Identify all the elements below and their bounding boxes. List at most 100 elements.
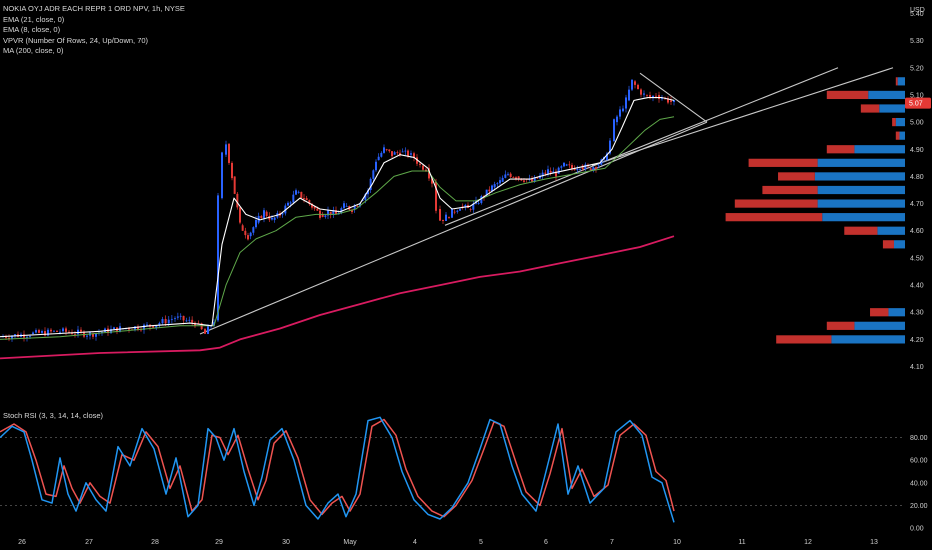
vpvr-down-bar	[748, 158, 818, 167]
candle-body	[565, 164, 568, 166]
price-tick-label: 4.50	[910, 255, 924, 262]
candle-body	[464, 205, 467, 207]
time-tick-label: 30	[282, 539, 290, 546]
candle-body	[217, 195, 219, 321]
vpvr-down-bar	[826, 90, 869, 100]
candle-body	[356, 206, 359, 207]
candle-body	[485, 189, 488, 196]
candle-body	[53, 330, 55, 332]
candle-body	[439, 209, 441, 221]
candle-body	[194, 322, 196, 327]
time-tick-label: 5	[479, 539, 483, 546]
candle-body	[404, 150, 407, 152]
candle-body	[655, 95, 657, 97]
candle-body	[146, 324, 148, 326]
vpvr-up-bar	[817, 158, 905, 167]
candle-body	[431, 178, 433, 184]
candle-body	[595, 167, 597, 169]
candle-body	[113, 327, 115, 330]
legend-ema21[interactable]: EMA (21, close, 0)	[3, 14, 65, 24]
candle-body	[295, 190, 297, 195]
candle-body	[493, 184, 496, 188]
trendline[interactable]	[639, 72, 708, 123]
vpvr-down-bar	[895, 77, 898, 86]
stoch-rsi-label[interactable]: Stoch RSI (3, 3, 14, 14, close)	[3, 411, 104, 420]
candle-body	[477, 203, 480, 204]
chart-title: NOKIA OYJ ADR EACH REPR 1 ORD NPV, 1h, N…	[3, 4, 185, 13]
candle-body	[308, 200, 311, 204]
candle-body	[62, 328, 64, 332]
candle-body	[428, 168, 430, 179]
candle-body	[155, 325, 158, 328]
candle-body	[332, 210, 335, 215]
volume-profile	[725, 77, 905, 344]
candle-body	[101, 332, 103, 333]
vpvr-up-bar	[814, 172, 905, 181]
vpvr-down-bar	[734, 199, 818, 208]
candle-body	[92, 333, 94, 337]
candle-body	[56, 330, 58, 332]
candle-body	[401, 151, 404, 153]
candle-body	[140, 329, 142, 331]
candle-body	[649, 94, 651, 98]
vpvr-down-bar	[844, 226, 878, 235]
time-tick-label: 28	[151, 539, 159, 546]
vpvr-up-bar	[893, 240, 905, 249]
trendline[interactable]	[444, 67, 839, 226]
candle-body	[271, 217, 273, 220]
candle-body	[469, 209, 472, 210]
candle-body	[329, 211, 332, 215]
time-tick-label: 7	[610, 539, 614, 546]
candle-body	[231, 162, 233, 179]
candle-body	[422, 165, 424, 170]
candle-body	[667, 98, 669, 103]
candle-body	[44, 331, 46, 336]
time-tick-label: 26	[18, 539, 26, 546]
price-tick-label: 5.40	[910, 11, 924, 18]
candle-body	[541, 172, 544, 177]
candle-body	[176, 316, 179, 318]
candle-body	[86, 335, 88, 337]
trendline[interactable]	[199, 121, 708, 335]
price-tick-label: 4.10	[910, 364, 924, 371]
last-price-value: 5.07	[909, 101, 923, 108]
candle-body	[351, 209, 353, 213]
candle-body	[652, 95, 654, 98]
candle-body	[29, 336, 31, 337]
candle-body	[137, 326, 139, 330]
candle-body	[35, 330, 37, 333]
last-price-badge: 5.07	[905, 97, 931, 109]
candle-body	[552, 171, 555, 173]
last-price-badge-bg	[905, 97, 931, 109]
candle-body	[353, 206, 356, 210]
candle-body	[670, 100, 672, 102]
trendline[interactable]	[591, 67, 894, 167]
price-axis: 5.40 5.30 5.20 5.10 5.00 4.90 4.80 4.70 4.60 4.50…	[910, 11, 924, 371]
candle-body	[456, 210, 459, 212]
legend-vpvr[interactable]: VPVR (Number Of Rows, 24, Up/Down, 70)	[3, 35, 149, 45]
candle-body	[628, 89, 630, 101]
candle-body	[161, 318, 164, 324]
legend-ema8[interactable]: EMA (8, close, 0)	[3, 25, 61, 35]
candle-body	[517, 176, 520, 179]
candle-body	[410, 153, 412, 155]
candle-body	[560, 166, 563, 168]
candle-body	[5, 336, 7, 338]
candle-body	[59, 331, 61, 333]
time-tick-label: 27	[85, 539, 93, 546]
legend-ma200[interactable]: MA (200, close, 0)	[3, 46, 64, 56]
candle-body	[152, 325, 155, 328]
candle-body	[47, 329, 49, 336]
vpvr-down-bar	[870, 308, 889, 317]
candle-body	[568, 164, 571, 166]
vpvr-down-bar	[892, 117, 896, 127]
candle-body	[512, 176, 515, 178]
candle-body	[8, 337, 10, 339]
vpvr-down-bar	[762, 185, 818, 195]
time-axis: 26 27 28 29 30 May 4 5 6 7 10 11 12 13	[18, 539, 878, 546]
candle-body	[26, 336, 28, 338]
candle-body	[592, 167, 595, 170]
candle-body	[32, 332, 34, 334]
candle-body	[555, 171, 557, 177]
